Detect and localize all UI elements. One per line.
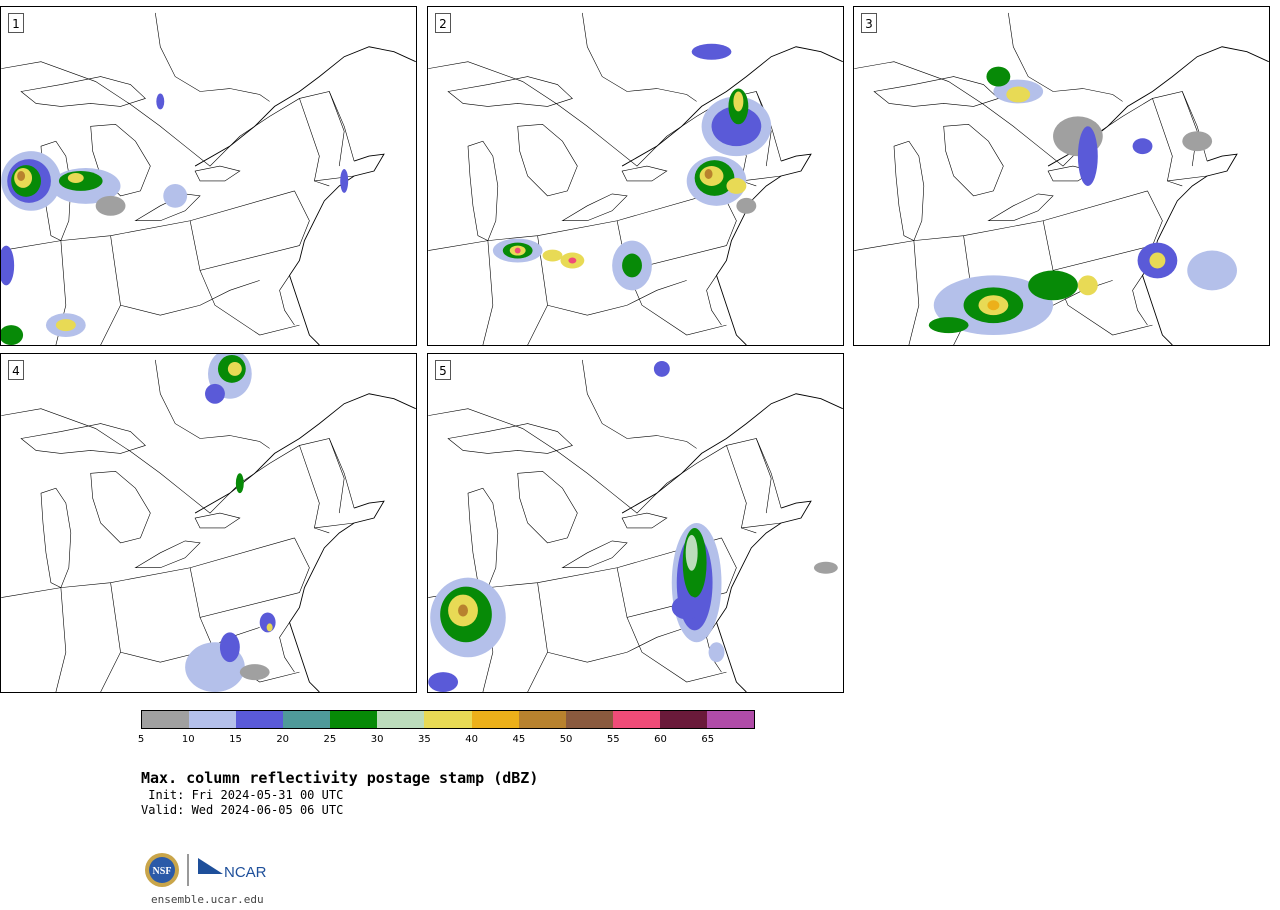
basemap-3 — [854, 12, 1269, 345]
color-bar — [141, 710, 755, 729]
color-bar-segment — [236, 711, 284, 728]
basemap-1 — [1, 12, 416, 345]
postage-stamp-panel-5: 5 — [427, 353, 844, 693]
nsf-ncar-logo: NSF NCAR — [145, 853, 267, 887]
color-bar-tick-label: 60 — [654, 734, 667, 745]
color-bar-segment — [189, 711, 237, 728]
website-url: ensemble.ucar.edu — [151, 893, 264, 906]
color-bar-tick-label: 25 — [323, 734, 337, 745]
logos: NSF NCAR — [143, 850, 283, 890]
basemap-4 — [1, 354, 416, 692]
postage-stamp-panel-4: 4 — [0, 353, 417, 693]
color-bar-tick-label: 10 — [181, 734, 195, 745]
color-bar-tick-label: 35 — [418, 734, 431, 745]
valid-time: Valid: Wed 2024-06-05 06 UTC — [141, 803, 344, 817]
color-bar-tick-label: 45 — [512, 734, 526, 745]
reflectivity-echoes-2 — [492, 43, 772, 291]
basemap-5 — [428, 359, 843, 692]
panel-label: 3 — [861, 13, 877, 33]
color-bar-segment — [612, 711, 660, 728]
reflectivity-echoes-3 — [928, 66, 1237, 336]
postage-stamp-panel-3: 3 — [853, 6, 1270, 346]
reflectivity-echoes-1 — [1, 93, 349, 345]
reflectivity-echoes-4 — [185, 354, 276, 692]
color-bar-tick-label: 15 — [229, 734, 242, 745]
init-time: Init: Fri 2024-05-31 00 UTC — [141, 788, 344, 802]
basemap-2 — [428, 12, 843, 345]
panel-label: 4 — [8, 360, 24, 380]
color-bar-tick-label: 55 — [606, 734, 620, 745]
color-bar-segment — [518, 711, 566, 728]
panel-label: 2 — [435, 13, 451, 33]
color-bar-segment — [142, 711, 190, 728]
color-bar-segment — [471, 711, 519, 728]
page-title: Max. column reflectivity postage stamp (… — [141, 769, 539, 787]
color-bar-ticks: 5 10 15 20 25 30 35 40 45 50 55 60 65 — [137, 734, 755, 748]
nsf-logo-text: NSF — [153, 866, 172, 877]
color-bar-segment — [377, 711, 425, 728]
color-bar-tick-label: 40 — [465, 734, 478, 745]
nsf-logo-icon: NSF — [145, 853, 179, 887]
color-bar-segment — [659, 711, 707, 728]
color-bar-tick-label: 20 — [276, 734, 290, 745]
color-bar-tick-label: 65 — [701, 734, 715, 745]
color-bar-tick-label: 5 — [137, 734, 145, 745]
color-bar-tick-label: 50 — [559, 734, 573, 745]
color-bar-segment — [706, 711, 755, 728]
color-bar-segment — [330, 711, 378, 728]
color-bar-segment — [565, 711, 613, 728]
reflectivity-echoes-5 — [428, 360, 838, 692]
ncar-logo-icon: NCAR — [198, 858, 267, 881]
color-bar-segment — [283, 711, 331, 728]
postage-stamp-panel-1: 1 — [0, 6, 417, 346]
postage-stamp-panel-2: 2 — [427, 6, 844, 346]
color-bar-tick-label: 30 — [370, 734, 384, 745]
panel-label: 1 — [8, 13, 24, 33]
panel-label: 5 — [435, 360, 451, 380]
ncar-logo-text: NCAR — [224, 864, 267, 881]
color-bar-segment — [424, 711, 472, 728]
